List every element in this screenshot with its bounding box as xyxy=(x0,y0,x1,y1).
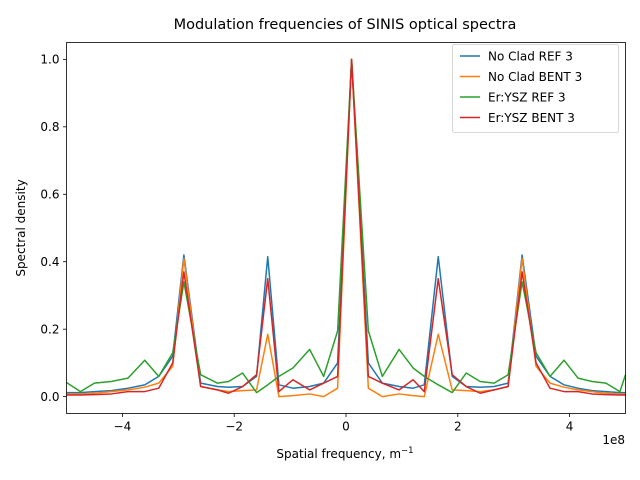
series-line-4 xyxy=(66,58,626,396)
x-offset-label: 1e8 xyxy=(602,433,625,447)
legend-label-4: Er:YSZ BENT 3 xyxy=(488,111,575,125)
y-tick-label: 1.0 xyxy=(40,53,59,67)
x-axis-title-text: Spatial frequency, m xyxy=(276,447,401,461)
y-axis: 0.0 0.2 0.4 0.6 0.8 1.0 xyxy=(40,53,67,404)
y-axis-title: Spectral density xyxy=(14,179,28,276)
legend-label-1: No Clad REF 3 xyxy=(488,49,573,63)
x-tick-label: −4 xyxy=(114,420,132,434)
y-tick-label: 0.8 xyxy=(40,120,59,134)
legend-box xyxy=(452,44,619,133)
x-tick-label: 2 xyxy=(454,420,462,434)
x-axis-title-superscript: −1 xyxy=(401,446,414,456)
y-tick-label: 0.2 xyxy=(40,322,59,336)
legend-label-3: Er:YSZ REF 3 xyxy=(488,90,566,104)
y-tick-label: 0.6 xyxy=(40,188,59,202)
legend-label-2: No Clad BENT 3 xyxy=(488,70,582,84)
x-axis-title: Spatial frequency, m−1 xyxy=(276,446,413,461)
x-tick-label: 4 xyxy=(566,420,574,434)
x-tick-label: −2 xyxy=(225,420,243,434)
y-tick-label: 0.4 xyxy=(40,255,59,269)
chart-title: Modulation frequencies of SINIS optical … xyxy=(174,17,517,33)
series-layer xyxy=(66,58,626,398)
x-axis: −4 −2 0 2 4 xyxy=(114,413,574,434)
y-tick-label: 0.0 xyxy=(40,390,59,404)
legend: No Clad REF 3 No Clad BENT 3 Er:YSZ REF 3 E… xyxy=(452,44,619,133)
x-tick-label: 0 xyxy=(342,420,350,434)
